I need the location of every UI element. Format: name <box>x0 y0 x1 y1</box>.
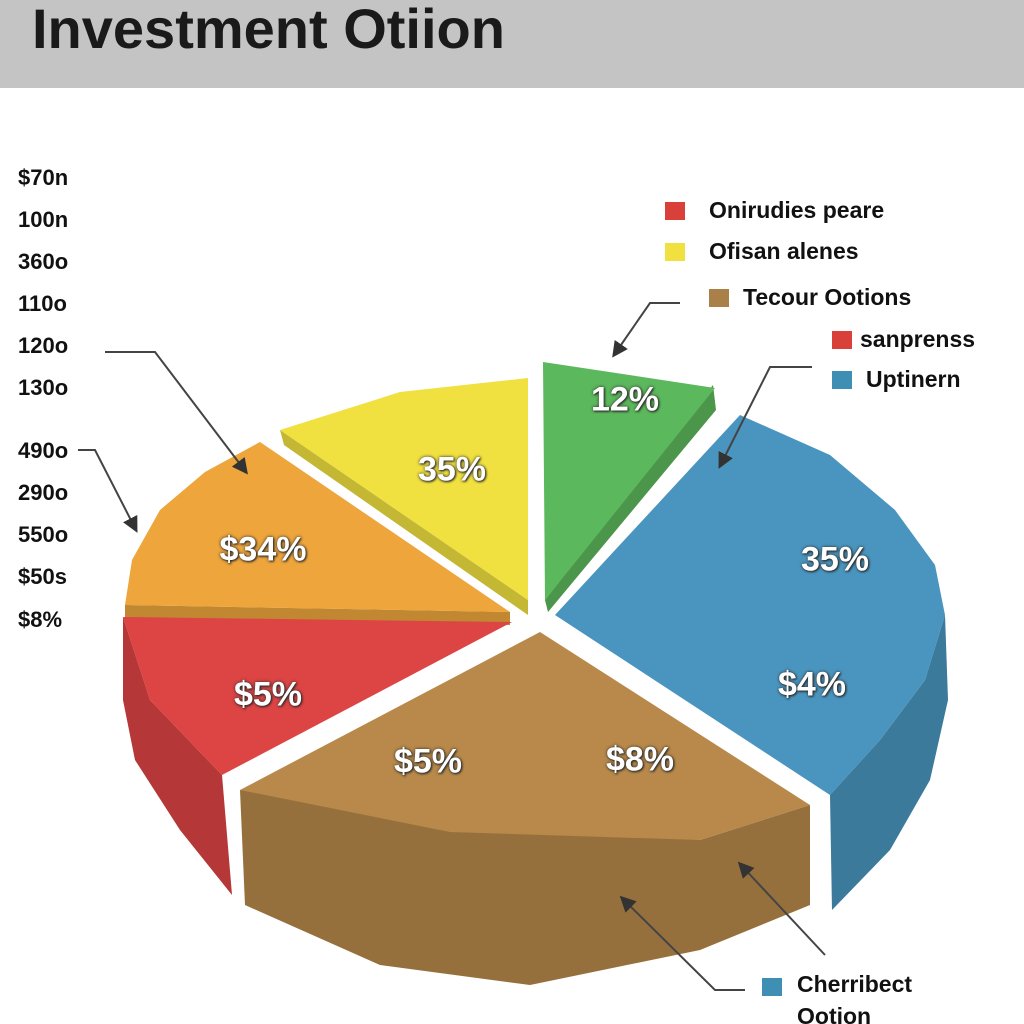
arrow <box>718 366 812 469</box>
slice-label: $4% <box>777 665 847 704</box>
slice-side <box>123 617 232 895</box>
slice <box>555 415 945 795</box>
side-label: 120o <box>18 333 69 358</box>
legend-label: Tecour Ootions <box>743 284 912 310</box>
side-label: 490o <box>18 438 69 463</box>
slice-side <box>545 385 716 612</box>
legend-label: Uptinern <box>866 366 961 392</box>
arrow <box>737 861 826 956</box>
slice-label: 35% <box>417 450 487 489</box>
legend-label: Ofisan alenes <box>709 238 859 264</box>
legend-label: Onirudies peare <box>709 197 885 223</box>
slice <box>280 378 528 600</box>
legend-swatch <box>665 202 685 220</box>
arrow <box>612 302 680 358</box>
slice-label: $5% <box>233 675 303 714</box>
slice-side-shade <box>125 605 510 625</box>
slice-side <box>280 430 528 615</box>
slice-label: 35% <box>800 540 870 579</box>
slice-side-shade <box>123 617 232 895</box>
slice-label: $34% <box>219 530 307 569</box>
slice-side <box>830 615 948 910</box>
side-label: $50s <box>18 564 67 589</box>
slice-label: $8% <box>605 740 675 779</box>
side-label: 130o <box>18 375 69 400</box>
side-label: $70n <box>18 165 69 190</box>
side-label: 550o <box>18 522 69 547</box>
legend-swatch <box>832 331 852 349</box>
side-label: $8% <box>18 607 63 632</box>
slice-label: 12% <box>590 380 660 419</box>
arrow <box>78 449 138 533</box>
slice-label: $5% <box>393 742 463 781</box>
side-label: 100n <box>18 207 69 232</box>
side-label: 290o <box>18 480 69 505</box>
legend-label: Cherribect Ootion <box>797 971 913 1024</box>
slice-side <box>125 605 510 625</box>
slice <box>240 632 810 840</box>
chart-title: Investment Otiion <box>32 0 505 60</box>
slice <box>125 442 510 612</box>
legend-swatch <box>665 243 685 261</box>
legend-label: sanprenss <box>860 326 976 352</box>
legend-swatch <box>832 371 852 389</box>
slice-side-shade <box>280 430 528 615</box>
header-bar <box>0 0 1024 88</box>
arrow <box>619 895 745 991</box>
legend-swatch <box>709 289 729 307</box>
slice-side-shade <box>545 385 716 612</box>
arrow <box>105 351 248 475</box>
slice-side-shade <box>830 615 948 910</box>
side-label: 110o <box>18 291 67 316</box>
legend-swatch <box>762 978 782 996</box>
side-label: 360o <box>18 249 69 274</box>
slice <box>123 617 512 775</box>
slice <box>543 362 715 600</box>
